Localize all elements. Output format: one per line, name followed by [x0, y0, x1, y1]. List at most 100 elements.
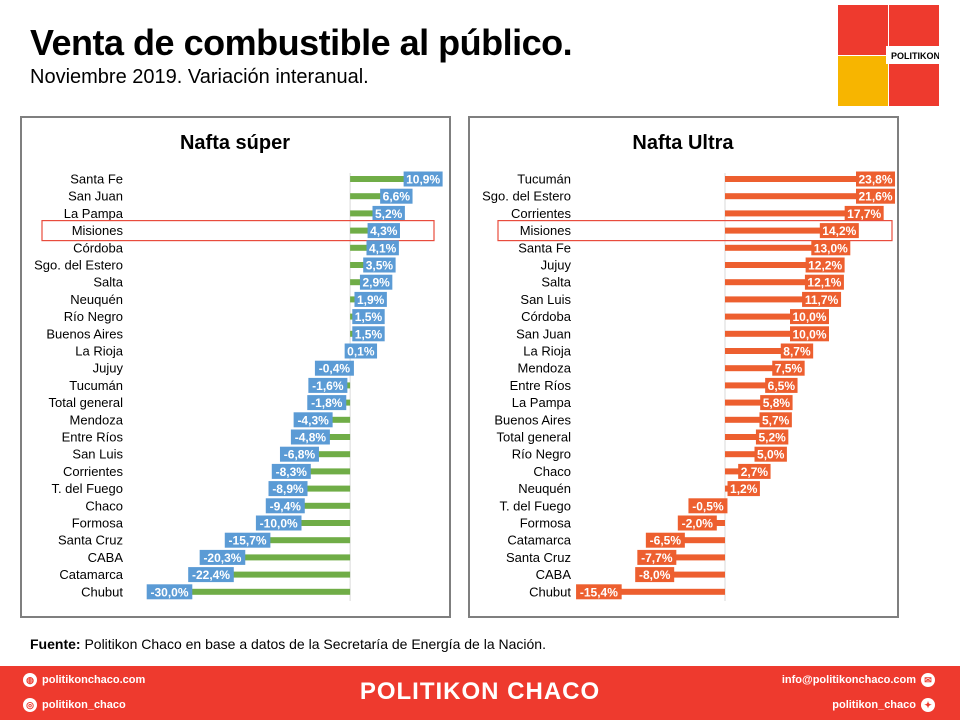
data-label: 5,7% [762, 413, 790, 427]
data-label-box [265, 498, 305, 514]
category-label: Entre Ríos [510, 378, 572, 393]
category-label: Mendoza [70, 412, 124, 427]
data-label: 6,6% [383, 190, 411, 204]
data-label-box [765, 377, 798, 393]
bar [350, 210, 379, 217]
data-label: 10,0% [792, 327, 826, 341]
bar [725, 244, 818, 251]
chart-title: Nafta Ultra [632, 132, 734, 154]
bar [350, 262, 370, 268]
category-label: Salta [541, 275, 571, 290]
chart-title: Nafta súper [180, 132, 290, 154]
data-label-box [755, 429, 789, 445]
data-label-box [790, 326, 829, 342]
category-label: T. del Fuego [51, 481, 123, 496]
data-label: -15,7% [229, 534, 267, 548]
data-label: -6,5% [650, 534, 682, 548]
category-label: Sgo. del Estero [482, 189, 571, 204]
category-label: Córdoba [521, 309, 572, 324]
footer-website[interactable]: ◍ politikonchaco.com [18, 673, 145, 687]
bar [350, 193, 387, 200]
bar [725, 227, 826, 234]
data-label: 6,5% [768, 379, 796, 393]
data-label: 4,3% [370, 224, 398, 238]
data-label: -0,5% [692, 499, 724, 513]
data-label: -9,4% [270, 499, 302, 513]
data-label: -20,3% [203, 551, 241, 565]
data-label: -30,0% [150, 585, 188, 599]
category-label: San Luis [72, 447, 123, 462]
page-subtitle: Noviembre 2019. Variación interanual. [30, 66, 369, 88]
data-label-box [819, 223, 859, 239]
data-label: 12,1% [807, 276, 841, 290]
bar [615, 588, 725, 595]
footer-instagram[interactable]: ◎ politikon_chaco [18, 698, 126, 712]
bar [725, 365, 779, 372]
bar [725, 313, 796, 320]
bar [227, 571, 351, 578]
bar [350, 244, 373, 251]
data-label-box [760, 395, 793, 411]
bar [295, 520, 351, 526]
mail-icon: ✉ [921, 673, 935, 687]
data-label-box [314, 360, 354, 376]
data-label: 2,9% [362, 276, 390, 290]
data-label: -8,0% [639, 568, 671, 582]
category-label: Mendoza [518, 361, 572, 376]
data-label-box [352, 309, 385, 325]
data-label: 3,5% [366, 259, 394, 273]
data-label: -4,8% [295, 431, 327, 445]
category-label: Sgo. del Estero [34, 258, 123, 273]
data-label-box [727, 481, 760, 497]
footer-email[interactable]: info@politikonchaco.com ✉ [782, 673, 940, 687]
bar [186, 588, 351, 595]
data-label-box [780, 343, 814, 359]
data-label-box [637, 549, 677, 565]
footer-instagram-text: politikon_chaco [42, 699, 126, 711]
bar [312, 451, 351, 458]
data-label-box [307, 395, 347, 411]
data-label-box [188, 567, 234, 583]
data-label-box [856, 171, 895, 187]
category-label: Formosa [520, 516, 572, 531]
category-label: Buenos Aires [494, 412, 571, 427]
data-label-box [293, 412, 333, 428]
instagram-icon: ◎ [23, 698, 37, 712]
category-label: Chubut [529, 584, 571, 599]
category-label: Total general [49, 395, 124, 410]
category-label: Entre Ríos [62, 430, 124, 445]
bar [668, 571, 725, 578]
data-label-box [738, 463, 771, 479]
data-label: 11,7% [805, 293, 839, 307]
category-label: Chubut [81, 584, 123, 599]
footer-twitter[interactable]: politikon_chaco ✦ [832, 698, 940, 712]
category-label: Total general [497, 430, 572, 445]
data-label-box [359, 274, 393, 290]
category-label: La Rioja [523, 344, 571, 359]
data-label: 4,1% [369, 241, 397, 255]
bar [326, 416, 351, 423]
category-label: La Pampa [512, 395, 572, 410]
bar [725, 416, 766, 423]
data-label-box [290, 429, 330, 445]
data-label: 7,5% [775, 362, 803, 376]
bar [725, 262, 812, 268]
data-label: 13,0% [814, 241, 848, 255]
category-label: Santa Cruz [506, 550, 571, 565]
bar [725, 399, 767, 406]
bar [350, 176, 410, 182]
bar [323, 434, 351, 440]
data-label-box [790, 309, 829, 325]
data-label: 1,5% [355, 327, 383, 341]
data-label: -6,8% [284, 448, 316, 462]
data-label-box [805, 257, 845, 273]
data-label-box [367, 223, 400, 239]
bar [710, 520, 725, 526]
bar [725, 348, 787, 354]
data-label: 1,9% [357, 293, 385, 307]
category-label: Río Negro [64, 309, 123, 324]
category-label: San Juan [68, 189, 123, 204]
footer-email-text: info@politikonchaco.com [781, 674, 916, 686]
data-label-box [344, 343, 378, 359]
source-text: Politikon Chaco en base a datos de la Se… [80, 636, 546, 652]
